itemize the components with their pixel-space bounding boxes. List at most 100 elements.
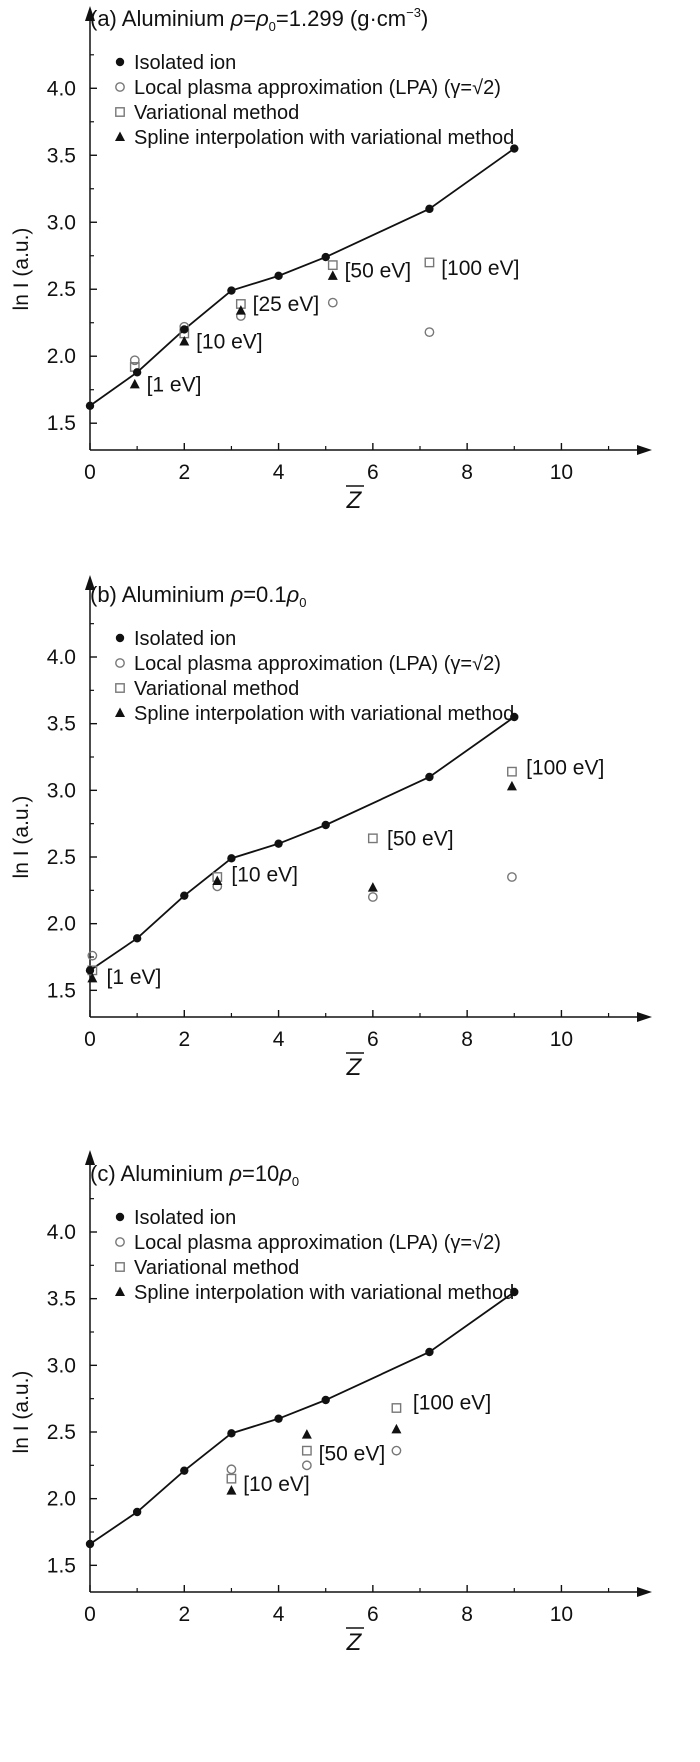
lpa-point	[301, 1460, 312, 1471]
y-tick-label: 3.0	[47, 211, 76, 234]
title-part: )	[421, 6, 428, 31]
x-tick-label: 4	[273, 1603, 285, 1626]
title-part: (c) Aluminium	[90, 1161, 229, 1186]
x-tick-label: 4	[273, 461, 285, 484]
isolated-point	[180, 325, 189, 334]
title-part: =10	[242, 1161, 279, 1186]
energy-annotation: [50 eV]	[387, 827, 454, 850]
title-part: (b) Aluminium	[90, 582, 231, 607]
isolated-point	[85, 401, 95, 410]
title-part: =1.299 (g·cm	[276, 6, 406, 31]
x-tick-label: 8	[461, 1028, 473, 1051]
isolated-point	[85, 1539, 95, 1549]
y-tick-label: 2.5	[47, 846, 76, 869]
variational-point	[391, 1403, 402, 1413]
spline-point	[212, 875, 223, 885]
isolated-point	[132, 368, 142, 377]
x-tick-label: 8	[461, 461, 473, 484]
spline-point	[226, 1485, 237, 1495]
isolated-point	[132, 934, 142, 943]
energy-annotation: [10 eV]	[196, 330, 263, 353]
isolated-point	[510, 1287, 519, 1297]
x-tick-label: 6	[367, 1028, 379, 1051]
legend-label-isolated: Isolated ion	[134, 1207, 236, 1229]
y-tick-label: 3.0	[47, 1354, 76, 1377]
isolated-point	[510, 712, 519, 722]
lpa-point	[327, 297, 338, 308]
isolated-point	[180, 1466, 189, 1475]
y-tick-label: 3.5	[47, 144, 76, 167]
x-tick-label: 2	[178, 461, 190, 484]
panel-title: (a) Aluminium ρ=ρ0=1.299 (g·cm−3)	[90, 5, 428, 34]
y-tick-label: 3.5	[47, 713, 76, 736]
isolated-point	[227, 1429, 236, 1438]
isolated-point	[321, 1395, 330, 1405]
legend-marker-isolated	[115, 57, 125, 67]
energy-annotation: [25 eV]	[253, 293, 320, 316]
isolated-ion-line	[89, 716, 515, 972]
lpa-point	[507, 872, 517, 882]
title-part: ρ	[255, 6, 269, 31]
legend-marker-lpa	[115, 1237, 125, 1247]
isolated-point	[425, 1347, 434, 1357]
x-tick-label: 0	[84, 1603, 96, 1626]
y-tick-label: 3.0	[47, 779, 76, 802]
isolated-point	[274, 271, 283, 281]
x-tick-label: 6	[367, 461, 379, 484]
lpa-point	[87, 950, 98, 961]
title-part: 0	[299, 595, 306, 610]
isolated-point	[274, 1414, 283, 1423]
title-part: ρ	[286, 582, 300, 607]
legend-marker-isolated	[115, 633, 125, 643]
isolated-point	[227, 854, 236, 863]
y-tick-label: 4.0	[47, 77, 76, 100]
y-axis-label: ln I (a.u.)	[10, 796, 33, 879]
spline-point	[235, 305, 246, 315]
panel-title: (c) Aluminium ρ=10ρ0	[90, 1161, 299, 1189]
spline-point	[391, 1423, 402, 1434]
spline-point	[129, 378, 140, 389]
legend-marker-variational	[115, 107, 125, 117]
spline-point	[301, 1429, 312, 1439]
title-part: ρ	[230, 582, 244, 607]
energy-annotation: [100 eV]	[526, 757, 604, 780]
energy-annotation: [10 eV]	[231, 863, 298, 886]
y-axis-label: ln I (a.u.)	[10, 228, 33, 311]
energy-annotation: [1 eV]	[107, 966, 162, 989]
y-tick-label: 3.5	[47, 1288, 76, 1311]
y-tick-label: 4.0	[47, 646, 76, 669]
title-part: −3	[406, 5, 421, 20]
legend-marker-spline	[115, 131, 125, 141]
x-tick-label: 2	[178, 1603, 190, 1626]
y-axis-label: ln I (a.u.)	[10, 1371, 33, 1454]
variational-point	[226, 1473, 237, 1484]
lpa-point	[424, 327, 435, 338]
isolated-point	[132, 1507, 142, 1517]
spline-point	[367, 882, 378, 892]
isolated-point	[321, 252, 330, 262]
legend-marker-variational	[115, 1262, 125, 1272]
isolated-ion-line	[89, 1291, 515, 1545]
legend-label-lpa: Local plasma approximation (LPA) (γ=√2)	[134, 77, 501, 99]
x-axis-arrow	[637, 1012, 652, 1022]
x-tick-label: 0	[84, 1028, 96, 1051]
isolated-point	[227, 286, 236, 295]
spline-point	[506, 780, 517, 791]
x-axis-label: Z	[346, 487, 363, 514]
legend-marker-lpa	[115, 82, 125, 92]
x-tick-label: 6	[367, 1603, 379, 1626]
legend-label-variational: Variational method	[134, 678, 299, 700]
title-part: ρ	[228, 1161, 242, 1186]
legend-marker-lpa	[115, 658, 125, 668]
isolated-point	[425, 772, 434, 782]
x-tick-label: 0	[84, 461, 96, 484]
energy-annotation: [100 eV]	[441, 257, 519, 280]
variational-point	[507, 766, 517, 777]
isolated-point	[425, 204, 434, 214]
isolated-point	[85, 966, 95, 975]
y-axis-arrow	[85, 6, 95, 21]
y-tick-label: 2.0	[47, 345, 76, 368]
variational-point	[367, 833, 378, 844]
legend-marker-variational	[115, 683, 125, 693]
